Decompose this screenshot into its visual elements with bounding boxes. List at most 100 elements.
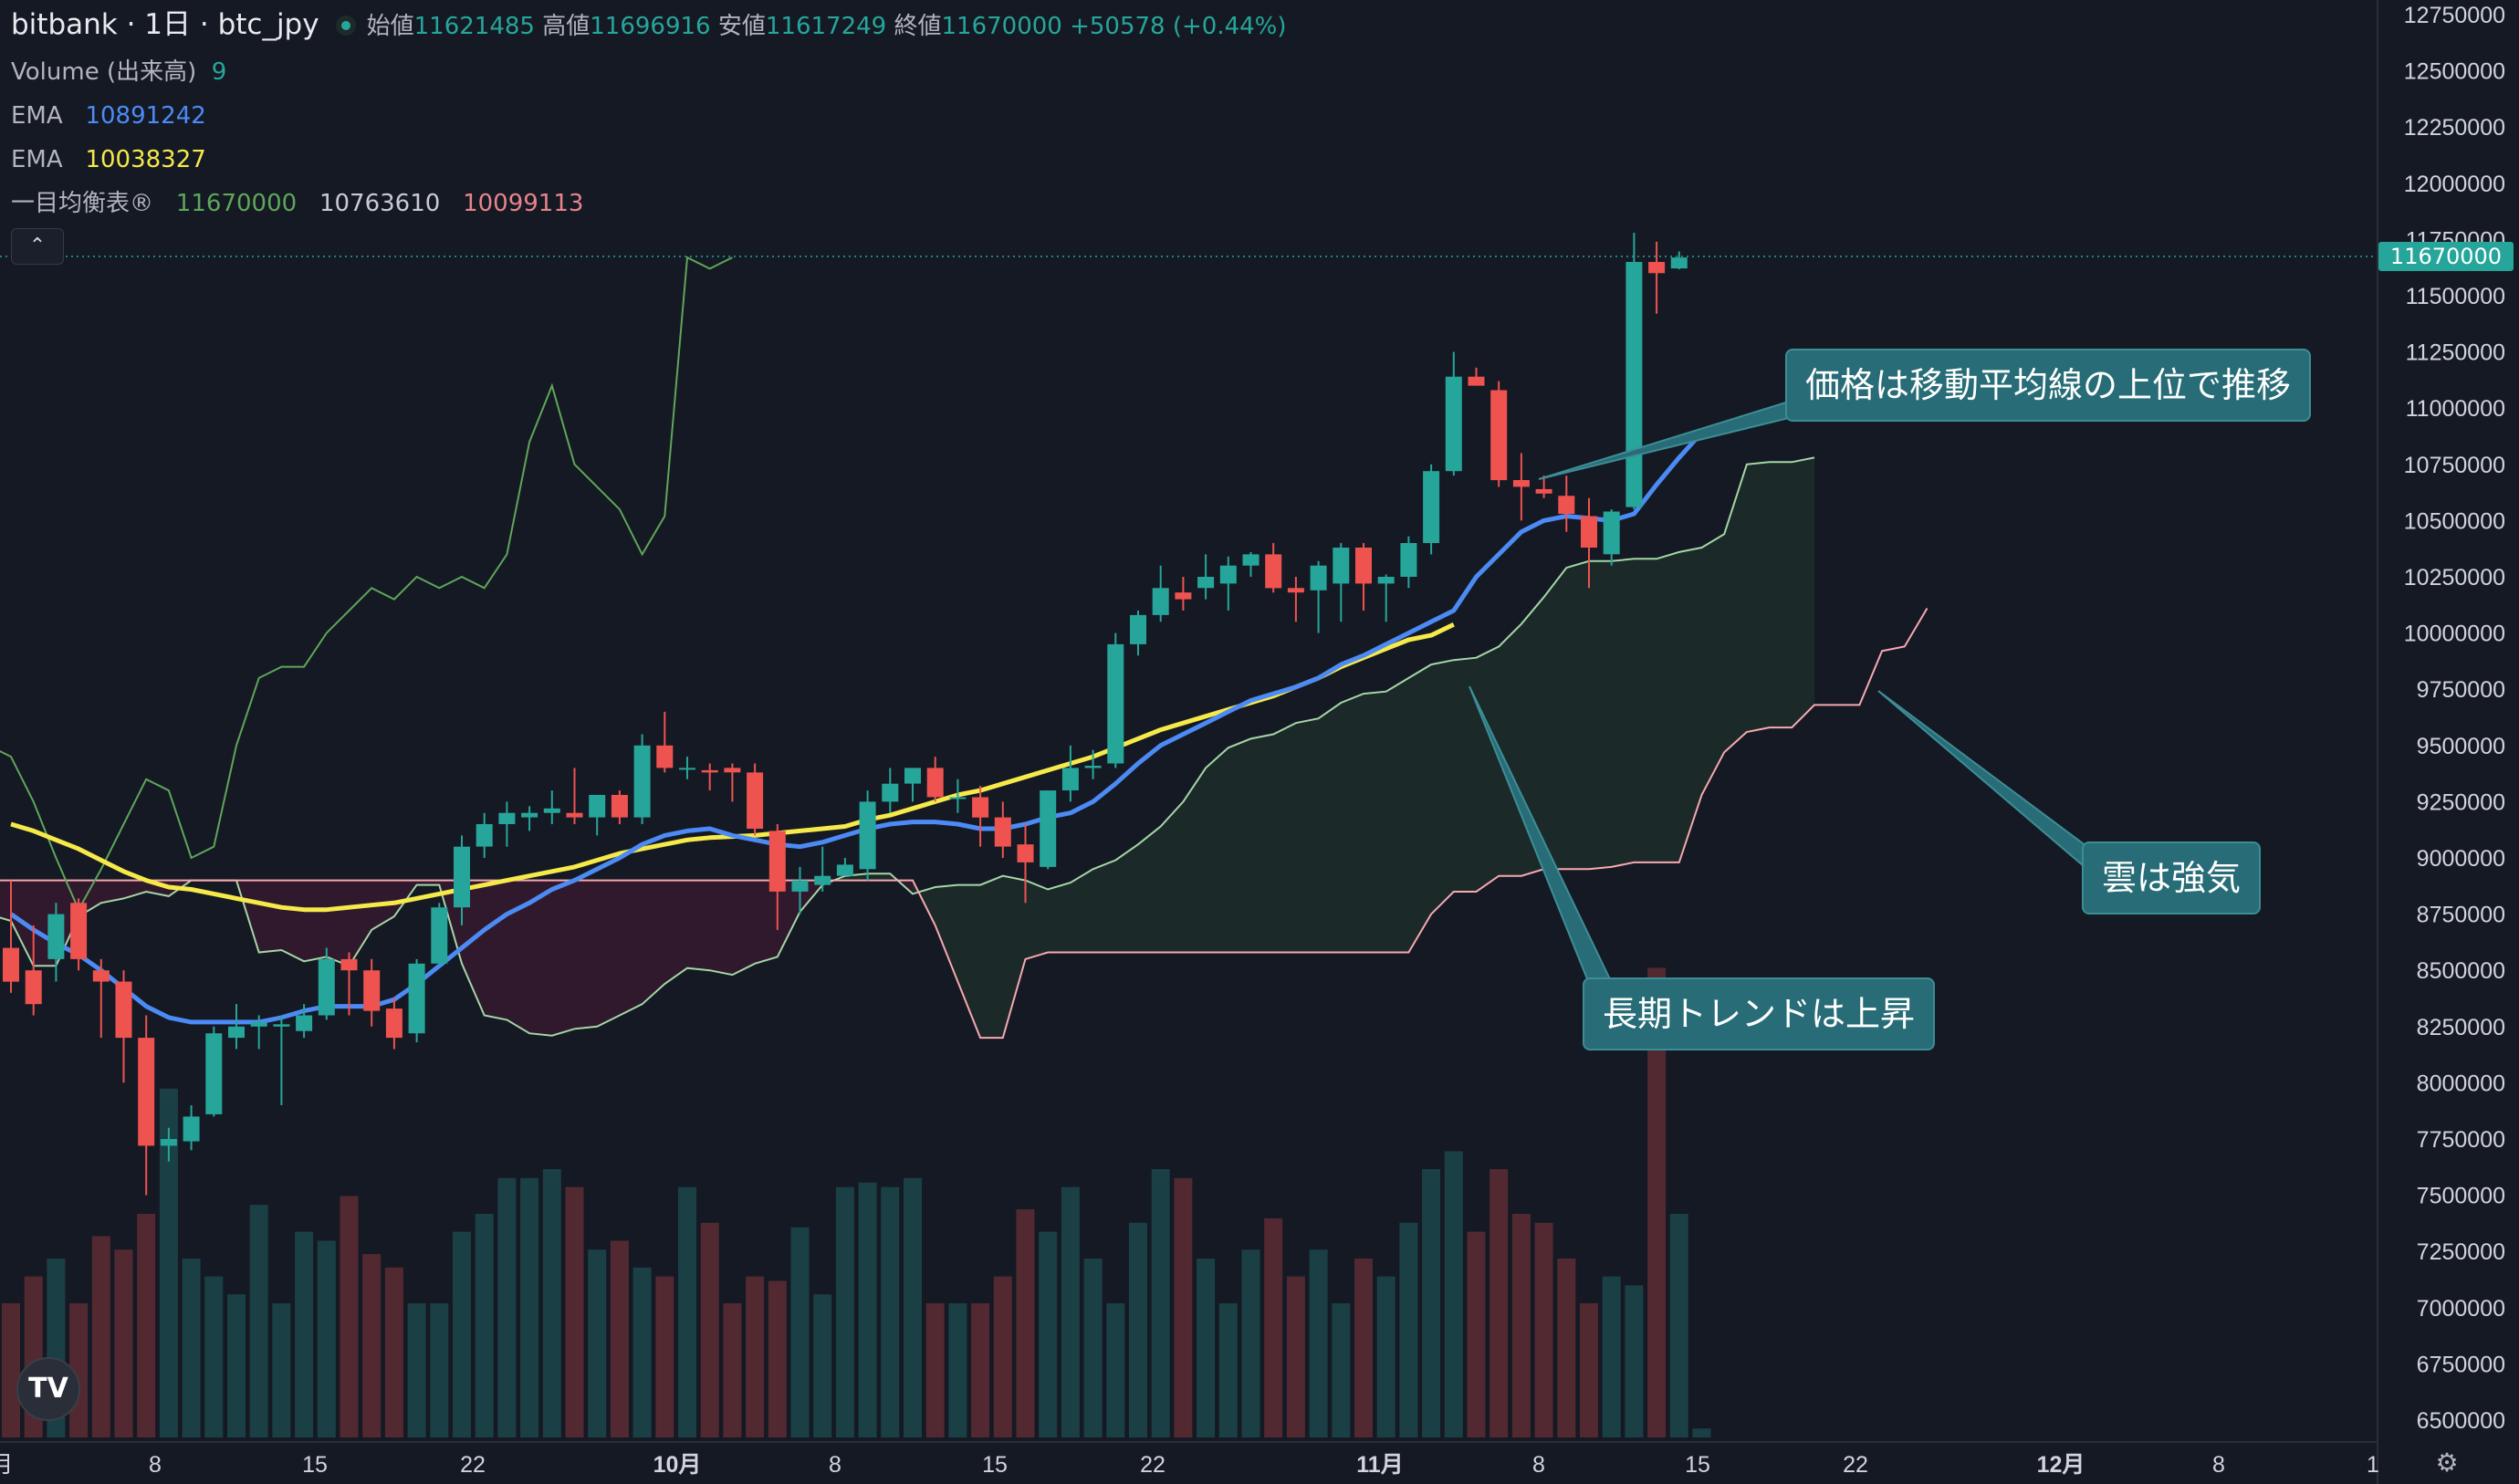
cloud-segment (1273, 723, 1296, 953)
x-tick-label: 12月 (2037, 1452, 2085, 1478)
volume-bar (272, 1303, 291, 1437)
cloud-segment (1611, 559, 1635, 867)
y-tick-label: 9500000 (2417, 734, 2505, 759)
cloud-segment (777, 880, 800, 957)
senkou-span-b-line (0, 607, 1928, 1040)
y-tick-label: 11500000 (2406, 284, 2505, 309)
callout-long-trend[interactable]: 長期トレンドは上昇 (1583, 977, 1936, 1050)
y-tick-label: 7250000 (2417, 1239, 2505, 1265)
cloud-segment (281, 880, 305, 962)
x-tick-label: 15 (302, 1452, 328, 1478)
candle-body (1265, 554, 1282, 589)
cloud-segment (1634, 559, 1657, 862)
volume-bar (700, 1222, 719, 1437)
ema-fast-value: 10891242 (85, 102, 206, 130)
volume-bar (790, 1227, 810, 1437)
volume-bar (1218, 1303, 1238, 1437)
volume-bar (430, 1303, 449, 1437)
cloud-segment (1295, 718, 1319, 953)
y-axis[interactable]: 1275000012500000122500001200000011750000… (2404, 3, 2505, 1434)
volume-bar (1511, 1214, 1531, 1437)
x-tick-label: 22 (1843, 1452, 1868, 1478)
tradingview-logo[interactable]: TV (16, 1357, 80, 1421)
candle-body (1061, 768, 1079, 790)
ema-slow-legend[interactable]: EMA 10038327 (11, 144, 206, 175)
cloud-segment (619, 880, 643, 1016)
cloud-segment (1431, 660, 1454, 914)
candle-body (589, 795, 606, 818)
volume-bar (1669, 1214, 1688, 1437)
y-tick-label: 12750000 (2404, 3, 2505, 28)
cloud-segment (0, 880, 11, 921)
volume-bar (1197, 1259, 1216, 1437)
y-tick-label: 10250000 (2404, 565, 2505, 590)
y-tick-label: 7000000 (2417, 1296, 2505, 1322)
symbol-title[interactable]: bitbank · 1日 · btc_jpy (11, 8, 319, 41)
volume-bar (453, 1231, 471, 1437)
y-tick-label: 7500000 (2417, 1184, 2505, 1209)
y-tick-label: 8000000 (2417, 1071, 2505, 1096)
ichimoku-value-3: 10099113 (463, 190, 584, 217)
header-row: bitbank · 1日 · btc_jpy 始値11621485 高値11696… (11, 9, 1287, 42)
candle-body (972, 797, 989, 818)
y-tick-label: 12500000 (2404, 59, 2505, 85)
candle-body (836, 864, 853, 876)
candle-body (1152, 588, 1169, 615)
x-tick-label: 10月 (653, 1452, 702, 1478)
volume-bar (1376, 1276, 1395, 1437)
volume-bar (1083, 1259, 1103, 1437)
volume-bar (1354, 1259, 1373, 1437)
market-status-icon[interactable] (335, 16, 356, 36)
candle-body (138, 1038, 155, 1146)
candle-body (1242, 554, 1260, 566)
volume-bar (1309, 1249, 1328, 1437)
x-axis[interactable]: 月 8 15 22 10月 8 15 22 11月 8 15 22 12月 8 1 (0, 1452, 2379, 1478)
volume-bar (881, 1186, 900, 1437)
volume-bar (993, 1276, 1012, 1437)
volume-bar (588, 1249, 607, 1437)
candle-body (1468, 376, 1485, 386)
volume-bar (91, 1236, 110, 1437)
candle-body (431, 907, 448, 964)
volume-bar (295, 1231, 314, 1437)
candle-body (340, 958, 358, 971)
callout-ema-above[interactable]: 価格は移動平均線の上位で推移 (1785, 349, 2312, 422)
y-tick-label: 8750000 (2417, 903, 2505, 928)
candle-body (1040, 790, 1057, 867)
cloud-segment (687, 880, 710, 971)
callout-cloud-bullish[interactable]: 雲は強気 (2082, 841, 2262, 914)
chevron-up-icon: ⌃ (28, 235, 47, 257)
volume-bar (610, 1240, 629, 1437)
x-tick-label: 1 (2367, 1452, 2379, 1478)
candle-body (115, 981, 132, 1039)
candle-body (814, 875, 831, 885)
candle-body (1512, 480, 1530, 487)
candle-body (1603, 511, 1620, 555)
cloud-segment (1364, 691, 1386, 953)
cloud-segment (1025, 880, 1049, 959)
x-tick-label: 8 (1532, 1452, 1545, 1478)
candle-body (385, 1008, 402, 1039)
cloud-segment (100, 880, 124, 904)
volume-bar (1129, 1222, 1147, 1437)
cloud-segment (529, 880, 552, 1036)
volume-bar (565, 1186, 584, 1437)
ichimoku-legend[interactable]: 一目均衡表® 11670000 10763610 10099113 (11, 188, 583, 219)
candle-body (476, 824, 493, 847)
volume-bar (925, 1303, 945, 1437)
cloud-segment (1183, 768, 1207, 953)
ema-fast-legend[interactable]: EMA 10891242 (11, 100, 206, 131)
candle-body (656, 745, 674, 768)
cloud-segment (304, 880, 327, 962)
volume-bar (1061, 1186, 1080, 1437)
candle-body (1107, 643, 1124, 764)
collapse-legend-button[interactable]: ⌃ (11, 228, 64, 265)
volume-bar (1332, 1303, 1351, 1437)
y-tick-label: 12000000 (2404, 172, 2505, 197)
volume-bar (1422, 1169, 1441, 1437)
settings-gear-icon[interactable]: ⚙ (2435, 1447, 2459, 1478)
volume-legend[interactable]: Volume (出来高) 9 (11, 57, 226, 88)
candle-body (1333, 548, 1350, 584)
cloud-segment (867, 873, 891, 881)
